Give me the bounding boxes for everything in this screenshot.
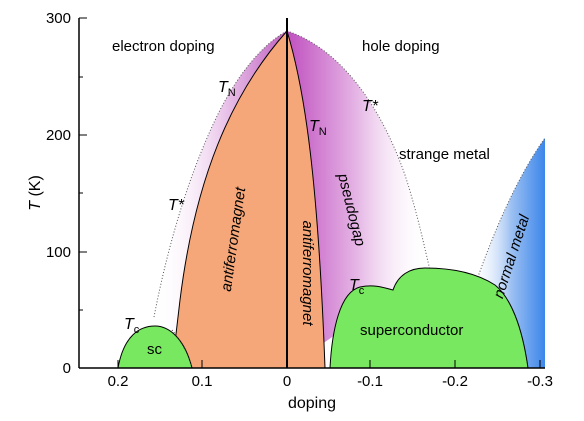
label-hole-doping: hole doping (362, 38, 440, 55)
x-axis-title: doping (288, 395, 336, 412)
tstar-line-electron (153, 30, 288, 318)
y-tick-100: 100 (46, 244, 71, 261)
sc-dome-electron-dotted (171, 329, 193, 369)
x-ticks (117, 360, 541, 368)
label-tc-electron: Tc (124, 316, 140, 336)
label-tstar-hole: T* (362, 98, 379, 115)
y-ticks (79, 17, 87, 369)
label-strange-metal: strange metal (399, 146, 490, 163)
label-electron-doping: electron doping (112, 38, 215, 55)
x-tick-0.2: 0.2 (108, 373, 129, 390)
x-tick-0: 0 (283, 373, 291, 390)
x-tick-neg0.1: -0.1 (357, 373, 383, 390)
y-tick-200: 200 (46, 127, 71, 144)
y-axis-title: T (K) (27, 175, 44, 211)
label-superconductor: superconductor (360, 322, 463, 339)
label-tc-hole: Tc (349, 277, 365, 297)
label-tn-electron: TN (218, 79, 236, 99)
y-tick-300: 300 (46, 10, 71, 27)
label-tn-hole: TN (309, 118, 327, 138)
superconductor-dome (329, 267, 529, 369)
pseudogap-region-hole (287, 31, 430, 368)
x-tick-neg0.2: -0.2 (442, 373, 468, 390)
label-sc: sc (147, 341, 163, 358)
label-antiferromagnet-right: antiferromagnet (299, 220, 316, 326)
label-tstar-electron: T* (168, 197, 185, 214)
x-tick-0.1: 0.1 (192, 373, 213, 390)
y-tick-0: 0 (63, 360, 71, 377)
x-tick-neg0.3: -0.3 (527, 373, 553, 390)
